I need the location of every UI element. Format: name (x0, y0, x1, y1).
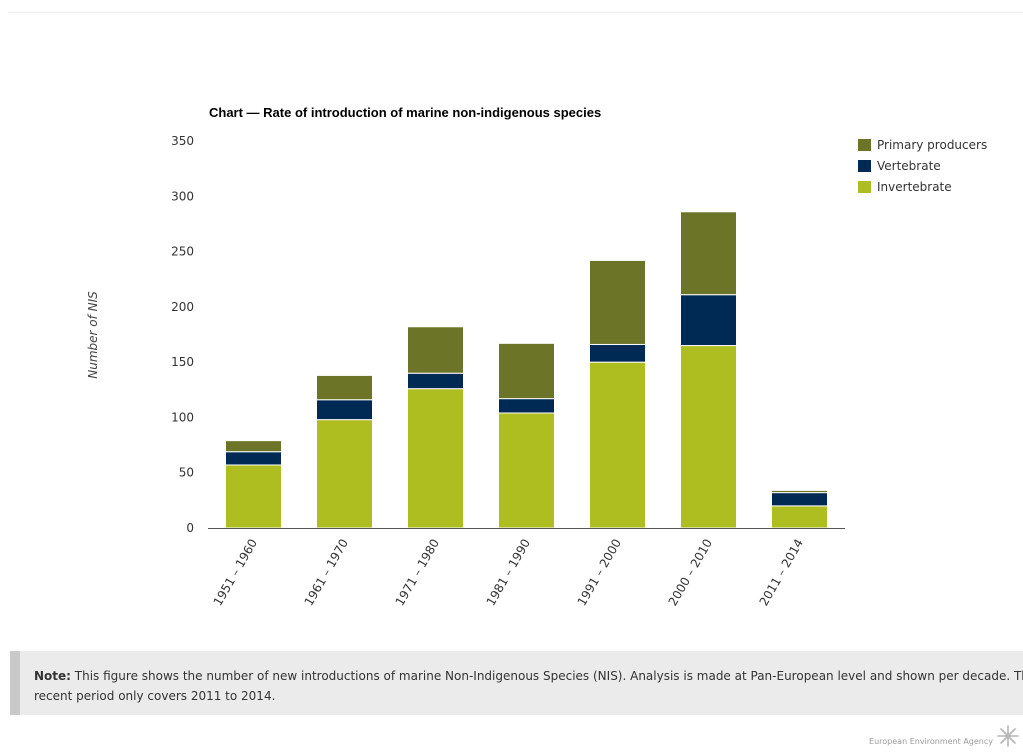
bar-vertebrate[interactable] (225, 451, 282, 466)
y-axis-label: Number of NIS (86, 291, 100, 379)
bar-invertebrate[interactable] (225, 464, 282, 529)
chart-title: Chart — Rate of introduction of marine n… (209, 105, 601, 120)
note-text: Note: This figure shows the number of ne… (34, 666, 1023, 706)
y-tick-label: 200 (171, 300, 194, 314)
y-tick-label: 50 (179, 466, 194, 480)
x-tick-label: 1951 – 1960 (211, 537, 260, 609)
bar-vertebrate[interactable] (771, 492, 828, 507)
y-tick-label: 250 (171, 245, 194, 259)
x-tick-label: 1961 – 1970 (302, 537, 351, 609)
bar-invertebrate[interactable] (771, 505, 828, 529)
y-tick-label: 150 (171, 355, 194, 369)
bar-invertebrate[interactable] (589, 361, 646, 529)
note-box: Note: This figure shows the number of ne… (10, 651, 1023, 715)
bar-primary-producers[interactable] (771, 489, 828, 494)
x-tick-label: 2000 – 2010 (666, 537, 715, 609)
bar-primary-producers[interactable] (316, 374, 373, 401)
bars (225, 211, 828, 529)
y-tick-label: 0 (186, 521, 194, 535)
bar-vertebrate[interactable] (589, 343, 646, 363)
bar-vertebrate[interactable] (498, 398, 555, 414)
bar-vertebrate[interactable] (316, 399, 373, 421)
y-tick-label: 350 (171, 134, 194, 148)
note-label: Note: (34, 669, 71, 683)
bar-primary-producers[interactable] (589, 259, 646, 345)
y-axis: 0 50 100 150 200 250 300 350 (171, 134, 194, 535)
legend-swatch (858, 160, 871, 172)
bar-primary-producers[interactable] (498, 342, 555, 400)
chart-frame (8, 12, 1023, 756)
eea-sunburst-icon (997, 725, 1019, 747)
legend-label[interactable]: Vertebrate (877, 159, 941, 173)
x-tick-label: 1971 – 1980 (393, 537, 442, 609)
agency-credit[interactable]: European Environment Agency (869, 737, 993, 746)
bar-invertebrate[interactable] (316, 419, 373, 529)
legend: Primary producers Vertebrate Invertebrate (858, 138, 987, 194)
x-tick-label: 2011 – 2014 (757, 537, 806, 609)
x-axis: 1951 – 1960 1961 – 1970 1971 – 1980 1981 – … (211, 537, 806, 609)
chart: Chart — Rate of introduction of marine n… (86, 105, 987, 609)
bar-primary-producers[interactable] (225, 440, 282, 453)
bar-vertebrate[interactable] (680, 294, 737, 347)
y-tick-label: 300 (171, 189, 194, 203)
bar-primary-producers[interactable] (680, 211, 737, 296)
x-tick-label: 1991 – 2000 (575, 537, 624, 609)
legend-swatch (858, 181, 871, 193)
bar-invertebrate[interactable] (498, 412, 555, 529)
bar-invertebrate[interactable] (680, 345, 737, 529)
bar-vertebrate[interactable] (407, 372, 464, 390)
legend-label[interactable]: Primary producers (877, 138, 987, 152)
legend-swatch (858, 139, 871, 151)
bar-primary-producers[interactable] (407, 326, 464, 374)
bar-invertebrate[interactable] (407, 388, 464, 529)
y-tick-label: 100 (171, 410, 194, 424)
x-tick-label: 1981 – 1990 (484, 537, 533, 609)
legend-label[interactable]: Invertebrate (877, 180, 952, 194)
note-body: This figure shows the number of new intr… (34, 669, 1023, 703)
